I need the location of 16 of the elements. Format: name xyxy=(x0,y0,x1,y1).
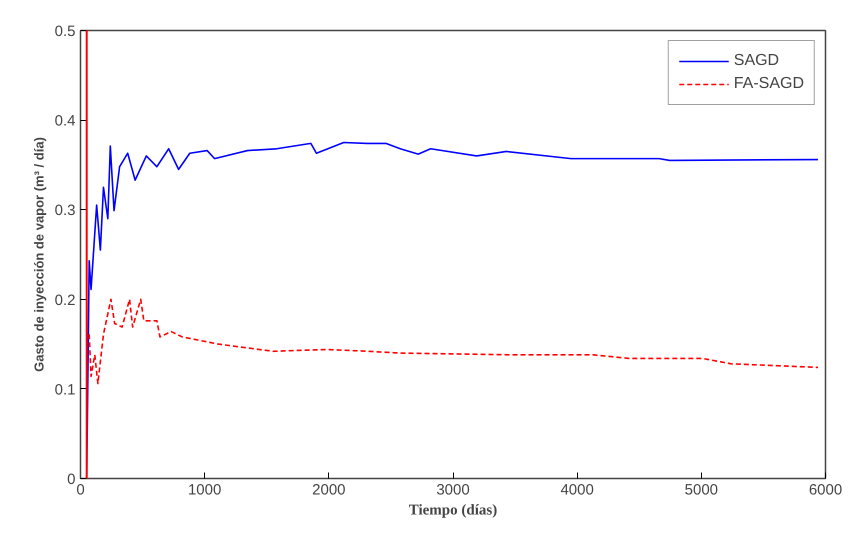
y-tick-label: 0.3 xyxy=(54,202,76,220)
y-tick-label: 0.4 xyxy=(54,112,76,130)
x-tick-label: 1000 xyxy=(188,482,222,498)
y-tick-label: 0.1 xyxy=(54,381,76,398)
x-tick-label: 6000 xyxy=(808,482,842,498)
x-tick-label: 4000 xyxy=(560,482,594,498)
x-axis-title: Tiempo (días) xyxy=(408,502,498,518)
legend-label: FA-SAGD xyxy=(734,75,804,93)
x-tick-label: 3000 xyxy=(436,482,470,498)
legend-label: SAGD xyxy=(734,52,780,70)
y-tick-label: 0 xyxy=(67,471,76,488)
y-tick-label: 0.5 xyxy=(54,23,76,40)
x-tick-label: 5000 xyxy=(684,482,718,498)
x-tick-label: 2000 xyxy=(312,482,346,498)
y-tick-label: 0.2 xyxy=(54,292,76,309)
y-axis-title: Gasto de inyección de vapor (m³ / día) xyxy=(32,137,47,372)
